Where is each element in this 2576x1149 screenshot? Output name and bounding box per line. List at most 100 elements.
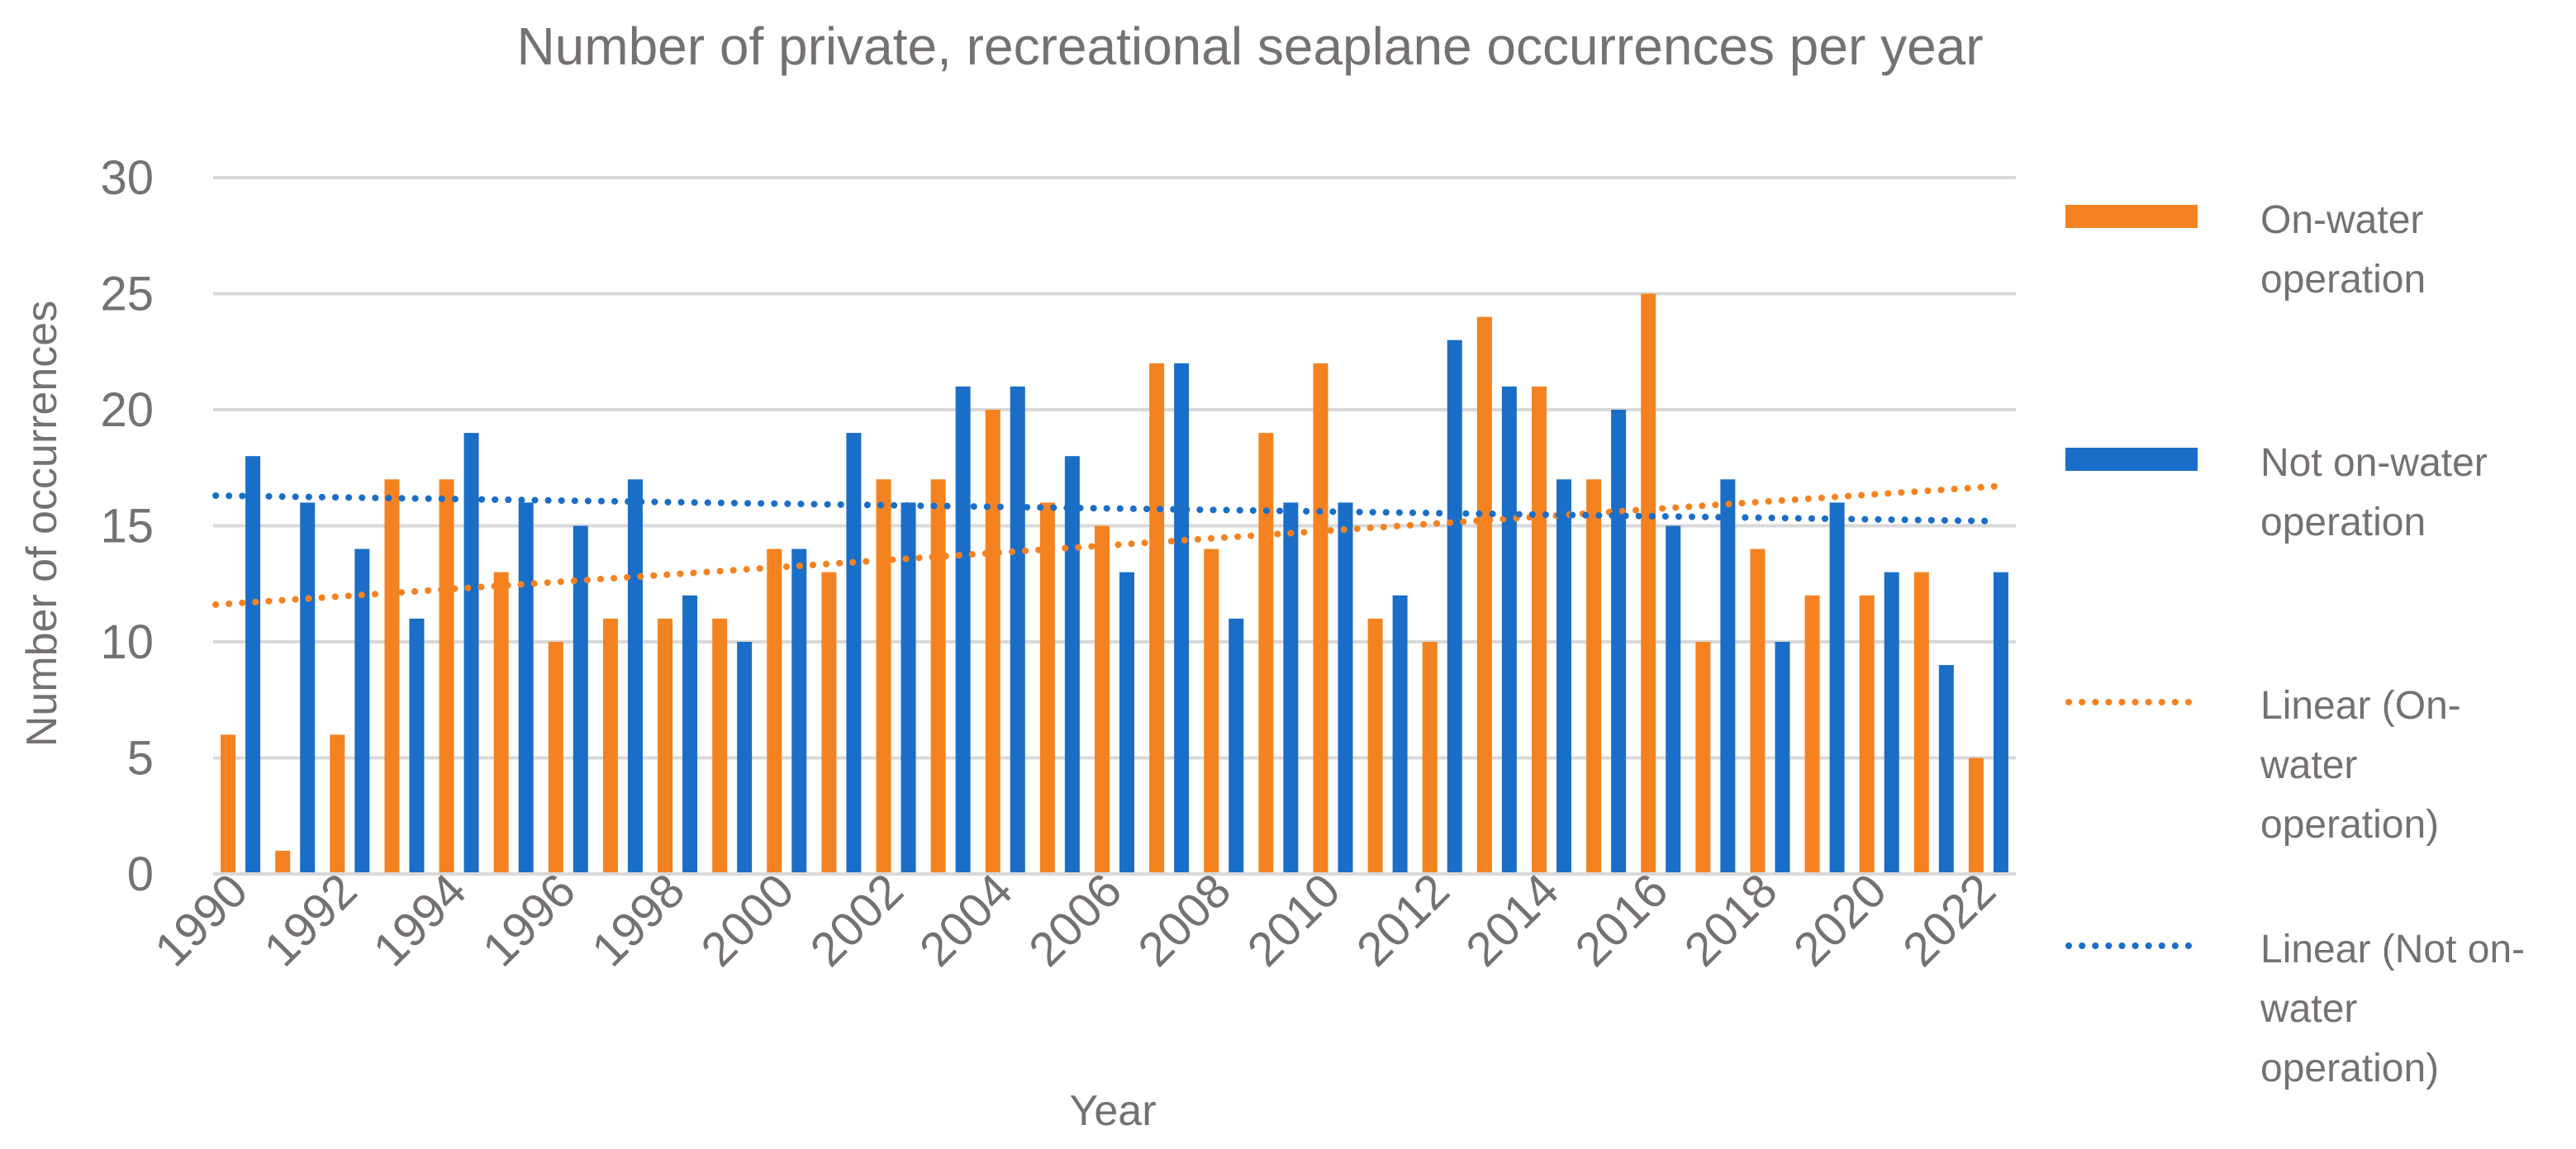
legend-label: operation) [2260,1047,2439,1090]
x-tick-label: 2002 [801,863,914,976]
bar-on-water-2001 [821,572,837,874]
y-tick-label: 30 [100,151,154,205]
bar-on-water-2015 [1586,479,1602,874]
bar-on-water-2009 [1258,433,1274,874]
bar-on-water-1992 [330,734,345,874]
y-ticks: 0 5 10 15 20 25 30 [100,151,154,901]
bar-on-water-2000 [767,548,782,874]
bar-not-on-water-2018 [1775,642,1790,874]
x-ticks: 1990199219941996199820002002200420062008… [145,863,2006,976]
bar-not-on-water-1995 [518,502,534,874]
y-tick-label: 25 [100,268,154,321]
bar-on-water-2011 [1367,618,1383,874]
bar-on-water-2020 [1859,595,1875,874]
bar-on-water-1996 [548,642,563,874]
bar-not-on-water-2003 [955,386,971,874]
legend-label: water [2260,743,2357,787]
y-tick-label: 20 [100,383,154,437]
x-tick-label: 1990 [145,863,258,976]
bar-not-on-water-1993 [409,618,425,874]
trendlines [212,482,1999,609]
legend-label: Linear (On- [2260,684,2461,728]
legend-label: On-water [2260,198,2423,242]
x-tick-label: 2004 [910,863,1023,976]
bar-on-water-2021 [1913,572,1929,874]
legend-label: water [2260,987,2357,1031]
gridlines [213,176,2016,760]
bar-on-water-1993 [384,479,400,874]
bar-not-on-water-2014 [1556,479,1571,874]
x-tick-label: 2008 [1128,863,1241,976]
bar-on-water-1998 [658,618,673,874]
y-axis-label: Number of occurrences [18,301,66,747]
bar-not-on-water-2020 [1884,572,1899,874]
bar-on-water-2022 [1968,757,1984,874]
bar-on-water-2002 [876,479,891,874]
bar-on-water-2017 [1695,642,1711,874]
bar-on-water-2005 [1039,502,1055,874]
x-tick-label: 2016 [1565,863,1678,976]
bar-not-on-water-2001 [846,433,862,874]
bar-not-on-water-2022 [1993,572,2008,874]
bar-on-water-2004 [985,410,1000,874]
legend-swatch [2065,448,2198,471]
bar-on-water-2008 [1204,548,1219,874]
bar-not-on-water-2002 [901,502,916,874]
bar-not-on-water-2019 [1829,502,1845,874]
x-tick-label: 2022 [1893,863,2006,976]
bar-not-on-water-2007 [1174,363,1190,874]
bar-on-water-1999 [712,618,728,874]
bar-on-water-1991 [275,850,291,874]
x-tick-label: 2006 [1019,863,1132,976]
bar-on-water-2019 [1804,595,1820,874]
x-tick-label: 2018 [1674,863,1787,976]
bar-not-on-water-2015 [1611,410,1627,874]
x-tick-label: 1998 [582,863,695,976]
x-tick-label: 2000 [691,863,804,976]
y-tick-label: 0 [127,848,154,901]
bar-on-water-2016 [1641,293,1656,874]
x-axis-label: Year [1069,1087,1156,1135]
bar-not-on-water-2009 [1283,502,1299,874]
legend-swatch [2065,205,2198,228]
bar-not-on-water-2013 [1501,386,1517,874]
bar-not-on-water-2008 [1229,618,1244,874]
bar-not-on-water-2000 [791,548,807,874]
bar-on-water-1997 [602,618,618,874]
bar-not-on-water-1999 [737,642,753,874]
bar-on-water-2007 [1149,363,1165,874]
y-tick-label: 5 [127,732,154,786]
legend-label: Linear (Not on- [2260,928,2525,971]
bar-not-on-water-2005 [1064,456,1080,874]
bar-not-on-water-1992 [354,548,370,874]
y-tick-label: 10 [100,615,154,669]
bar-not-on-water-1991 [300,502,316,874]
bar-not-on-water-2011 [1392,595,1408,874]
bar-on-water-2006 [1095,525,1110,874]
bar-not-on-water-2017 [1720,479,1736,874]
x-tick-label: 1996 [473,863,586,976]
bar-on-water-2018 [1750,548,1766,874]
bar-not-on-water-2006 [1119,572,1134,874]
bar-not-on-water-2010 [1338,502,1353,874]
bar-not-on-water-2004 [1010,386,1025,874]
bar-on-water-1995 [493,572,509,874]
bar-not-on-water-1996 [573,525,588,874]
bar-on-water-2012 [1422,642,1438,874]
bar-on-water-1990 [221,734,236,874]
bars [221,293,2008,875]
bar-not-on-water-2016 [1666,525,1681,874]
bar-on-water-2013 [1476,316,1492,875]
bar-not-on-water-1994 [463,433,479,874]
x-tick-label: 2014 [1456,863,1569,976]
bar-on-water-2010 [1313,363,1328,874]
bar-not-on-water-2012 [1447,339,1462,874]
legend-label: operation [2260,258,2426,301]
legend-label: operation) [2260,803,2439,847]
legend-label: Not on-water [2260,441,2488,485]
x-tick-label: 2012 [1347,863,1460,976]
x-tick-label: 1992 [254,863,367,976]
legend-label: operation [2260,501,2426,544]
x-tick-label: 2010 [1237,863,1350,976]
